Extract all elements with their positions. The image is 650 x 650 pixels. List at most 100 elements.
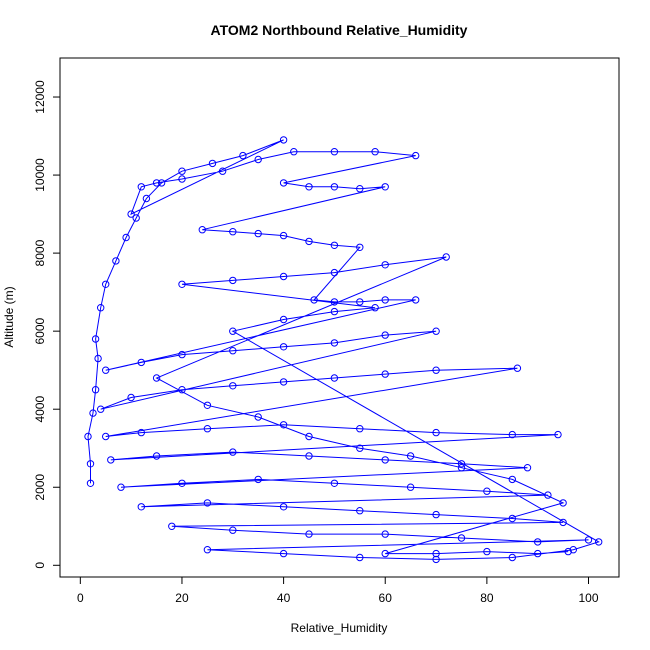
data-point	[84, 432, 92, 441]
data-point	[218, 167, 227, 175]
data-point	[330, 307, 339, 316]
data-point	[203, 401, 212, 409]
data-point	[142, 194, 151, 203]
x-tick-label: 40	[277, 591, 291, 605]
data-point	[239, 151, 247, 160]
data-point	[91, 335, 100, 343]
data-point	[279, 421, 288, 429]
data-point	[432, 366, 440, 374]
data-point	[178, 386, 186, 394]
data-point	[330, 241, 339, 250]
data-point	[330, 148, 339, 156]
data-point	[203, 546, 212, 554]
data-point	[371, 304, 379, 312]
data-point	[91, 386, 100, 394]
data-point	[356, 553, 364, 562]
data-point	[229, 327, 237, 335]
y-tick-label: 6000	[33, 317, 47, 344]
data-point	[127, 393, 135, 402]
data-point	[457, 534, 466, 542]
y-tick-label: 12000	[33, 80, 47, 114]
y-tick-label: 10000	[33, 158, 47, 192]
data-point	[178, 167, 186, 175]
data-point	[279, 343, 288, 351]
data-point	[254, 413, 262, 421]
data-point	[127, 210, 135, 218]
y-tick-label: 0	[33, 562, 47, 569]
data-point	[305, 432, 313, 441]
data-point	[432, 549, 440, 558]
x-tick-label: 80	[480, 591, 494, 605]
data-point	[152, 179, 161, 187]
x-tick-label: 60	[379, 591, 393, 605]
x-tick-label: 100	[578, 591, 598, 605]
data-point	[137, 358, 146, 367]
data-point	[432, 327, 440, 335]
data-point	[290, 148, 298, 156]
data-point	[117, 483, 125, 491]
data-point	[523, 464, 532, 472]
data-point	[356, 243, 364, 252]
data-point	[86, 460, 95, 468]
data-point	[432, 555, 440, 564]
data-point	[102, 366, 110, 374]
data-point	[229, 526, 237, 534]
x-axis-label: Relative_Humidity	[291, 621, 388, 635]
x-axis: 0 20 40 60 80 100	[77, 577, 599, 605]
data-point	[508, 430, 516, 439]
data-point	[559, 499, 567, 507]
data-point	[279, 272, 288, 281]
data-point	[381, 296, 389, 304]
data-point	[137, 503, 146, 511]
plot-frame	[59, 57, 620, 578]
data-point	[137, 428, 146, 437]
data-point	[381, 331, 389, 339]
data-point	[305, 530, 313, 538]
data-point	[97, 405, 105, 413]
data-point	[102, 432, 110, 441]
x-tick-label: 0	[77, 591, 84, 605]
data-point	[305, 452, 313, 460]
data-point	[254, 229, 262, 238]
data-point	[97, 304, 105, 312]
data-point	[406, 452, 415, 460]
data-point	[279, 136, 288, 144]
data-point	[107, 456, 115, 464]
y-tick-label: 8000	[33, 239, 47, 266]
data-point	[457, 460, 466, 468]
data-point	[595, 538, 603, 546]
data-point	[132, 214, 140, 222]
data-point	[157, 179, 166, 187]
data-point	[254, 155, 262, 164]
data-point	[229, 276, 237, 285]
data-point	[432, 428, 440, 437]
data-point	[122, 233, 130, 242]
data-point	[371, 148, 379, 156]
data-point	[381, 456, 389, 464]
data-point	[442, 253, 450, 261]
data-point	[229, 228, 237, 236]
data-point	[152, 452, 161, 460]
data-point	[356, 507, 364, 515]
data-point	[229, 448, 237, 456]
data-point	[89, 409, 97, 417]
data-point	[203, 499, 212, 507]
data-point	[330, 479, 339, 487]
data-point	[168, 522, 176, 530]
data-point	[483, 487, 491, 495]
data-point	[229, 382, 237, 390]
data-point	[178, 479, 186, 487]
data-point	[198, 226, 207, 234]
data-point	[559, 518, 567, 527]
data-point	[508, 553, 516, 562]
data-point	[564, 547, 572, 556]
data-point	[279, 231, 288, 240]
data-point	[102, 280, 110, 288]
data-point	[178, 350, 186, 359]
data-point	[254, 475, 262, 484]
data-point	[406, 483, 415, 491]
data-point	[279, 378, 288, 386]
data-point	[94, 354, 102, 363]
data-point	[305, 183, 313, 191]
